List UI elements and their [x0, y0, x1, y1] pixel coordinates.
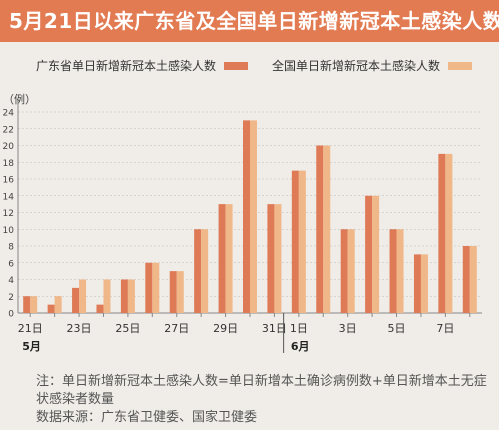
bar-national [225, 204, 233, 313]
y-tick-label: 2 [8, 293, 14, 303]
chart-note: 注：单日新增新冠本土感染人数=单日新增本土确诊病例数+单日新增本土无症状感染者数… [36, 374, 487, 407]
chart-title: 5月21日以来广东省及全国单日新增新冠本土感染人数 [0, 0, 499, 42]
bar-guangdong [120, 279, 128, 313]
y-tick-label: 10 [3, 226, 15, 236]
x-tick-label: 23日 [67, 322, 92, 335]
y-tick-label: 22 [3, 125, 14, 135]
y-tick-label: 12 [3, 209, 14, 219]
bar-guangdong [72, 287, 80, 313]
bar-guangdong [243, 120, 250, 313]
legend-item-national: 全国单日新增新冠本土感染人数 [272, 57, 473, 74]
bar-guangdong [267, 204, 275, 313]
x-tick-label: 25日 [115, 322, 140, 335]
bar-guangdong [291, 170, 299, 313]
legend-label-guangdong: 广东省单日新增新冠本土感染人数 [36, 59, 217, 73]
bar-national [54, 296, 62, 313]
x-month-label: 6月 [291, 340, 310, 353]
bar-national [79, 279, 87, 313]
legend: 广东省单日新增新冠本土感染人数 全国单日新增新冠本土感染人数 [0, 57, 499, 77]
x-tick-label: 1日 [290, 322, 308, 335]
bar-guangdong [47, 304, 55, 313]
bar-national [298, 170, 306, 313]
bar-guangdong [145, 262, 153, 313]
y-tick-label: 14 [3, 192, 15, 202]
y-tick-label: 8 [8, 243, 14, 253]
bar-guangdong [365, 195, 373, 313]
legend-item-guangdong: 广东省单日新增新冠本土感染人数 [36, 57, 249, 74]
legend-swatch-guangdong [224, 61, 249, 70]
y-tick-label: 24 [3, 109, 15, 119]
bar-national [30, 296, 38, 313]
bar-national [127, 279, 135, 313]
bar-guangdong [462, 246, 470, 313]
bar-national [103, 279, 111, 313]
y-tick-label: 18 [3, 159, 15, 169]
legend-swatch-national [448, 61, 473, 70]
bar-guangdong [218, 204, 226, 313]
bar-guangdong [316, 145, 324, 313]
bar-guangdong [169, 271, 177, 313]
x-tick-label: 21日 [18, 322, 43, 335]
y-tick-label: 16 [3, 176, 15, 186]
data-source: 数据来源：广东省卫健委、国家卫健委 [36, 410, 258, 425]
bar-national [152, 262, 160, 313]
legend-label-national: 全国单日新增新冠本土感染人数 [272, 59, 441, 73]
bar-national [250, 120, 257, 313]
bar-national [323, 145, 331, 313]
bar-national [201, 229, 209, 313]
bar-guangdong [96, 304, 104, 313]
bar-national [420, 254, 428, 313]
bar-guangdong [194, 229, 202, 313]
bar-national [396, 229, 404, 313]
bar-national [469, 246, 477, 313]
bar-guangdong [340, 229, 348, 313]
bar-guangdong [413, 254, 421, 313]
x-tick-label: 29日 [213, 322, 238, 335]
y-tick-label: 0 [8, 310, 14, 320]
bar-national [372, 195, 380, 313]
y-axis-label: （例） [3, 93, 36, 106]
y-tick-label: 20 [3, 142, 15, 152]
x-month-label: 5月 [22, 340, 41, 353]
x-tick-label: 31日 [262, 322, 287, 335]
bar-guangdong [389, 229, 397, 313]
x-tick-label: 5日 [388, 322, 406, 335]
x-tick-label: 7日 [436, 322, 454, 335]
bar-guangdong [438, 153, 446, 313]
y-tick-label: 6 [8, 259, 14, 269]
bar-national [445, 153, 453, 313]
y-tick-label: 4 [8, 276, 14, 286]
bar-national [347, 229, 355, 313]
x-tick-label: 27日 [164, 322, 189, 335]
x-tick-label: 3日 [339, 322, 357, 335]
bar-national [176, 271, 184, 313]
bar-national [274, 204, 282, 313]
bar-guangdong [23, 296, 31, 313]
